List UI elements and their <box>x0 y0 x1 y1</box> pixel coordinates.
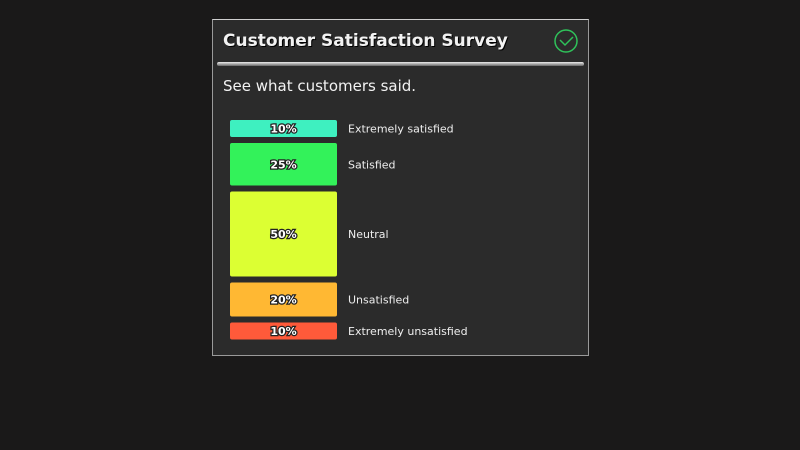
value-label: 10% <box>270 325 296 338</box>
category-label: Extremely unsatisfied <box>348 325 468 338</box>
panel-title: Customer Satisfaction Survey <box>223 31 508 51</box>
category-label: Neutral <box>348 228 389 241</box>
check-button[interactable] <box>553 28 579 54</box>
value-label: 50% <box>270 228 296 241</box>
survey-panel: Customer Satisfaction Survey See what cu… <box>212 19 589 356</box>
bar <box>230 322 337 340</box>
category-label: Extremely satisfied <box>348 123 454 136</box>
value-label: 25% <box>270 158 296 171</box>
chart: 10% Extremely satisfied 25% Satisfied 50% Neu… <box>230 120 468 340</box>
title-rule <box>217 62 584 66</box>
bar <box>230 120 337 137</box>
bar <box>230 191 337 277</box>
category-label: Satisfied <box>348 158 396 171</box>
bar <box>230 282 337 317</box>
category-label: Unsatisfied <box>348 294 409 307</box>
bar <box>230 143 337 186</box>
subtitle: See what customers said. <box>223 77 417 95</box>
value-label: 20% <box>270 294 296 307</box>
value-label: 10% <box>270 123 296 136</box>
